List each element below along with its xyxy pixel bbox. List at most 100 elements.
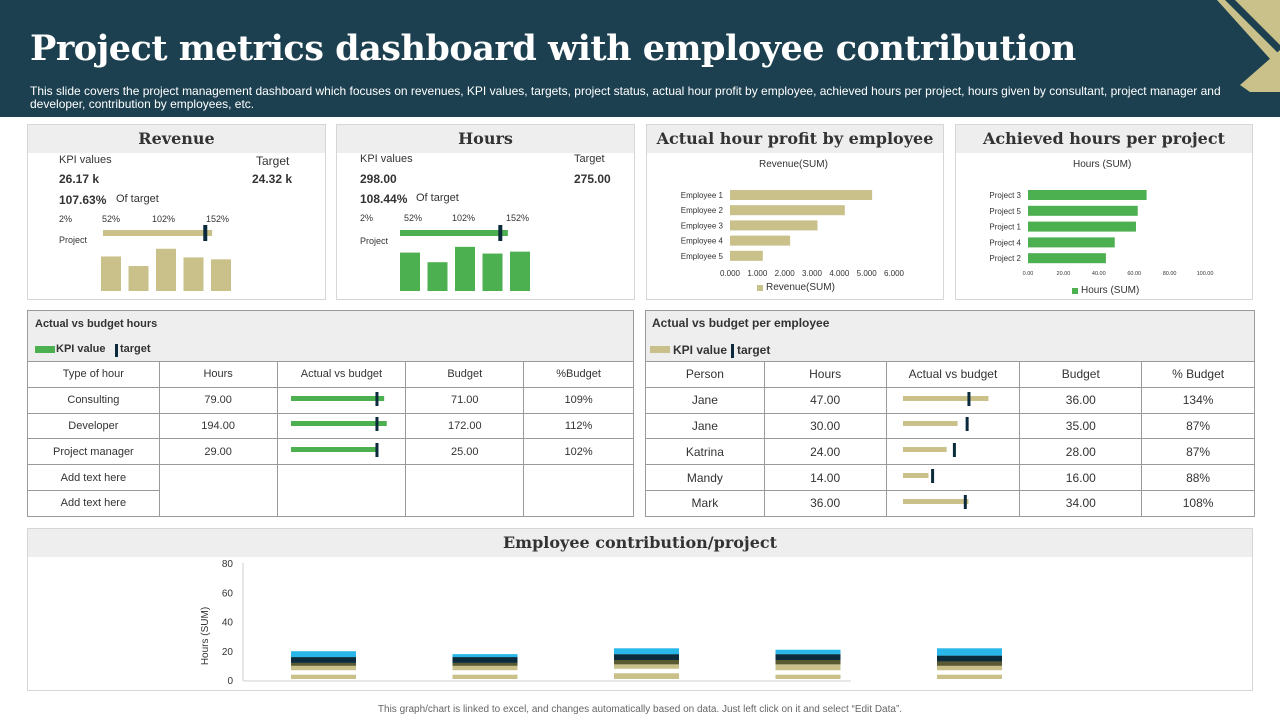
col-pct-budget: % Budget <box>1141 361 1255 388</box>
stack-segment <box>614 654 679 660</box>
stack-segment <box>937 665 1002 671</box>
hours-panel: Hours KPI values Target 298.00 275.00 10… <box>336 124 635 300</box>
row-budget: 16.00 <box>1019 464 1143 491</box>
stack-segment <box>291 674 356 679</box>
y-tick-label: 40 <box>222 618 234 629</box>
stack-segment <box>937 648 1002 656</box>
y-tick-label: 20 <box>222 647 234 658</box>
row-type: Consulting <box>27 386 160 414</box>
row-person: Mark <box>645 489 765 517</box>
revenue-pct-value: 107.63% <box>59 193 107 207</box>
corner-decoration <box>1217 0 1280 92</box>
row-budget: 172.00 <box>405 412 525 440</box>
actual-bar <box>902 473 929 479</box>
stack-segment <box>775 649 841 655</box>
stack-segment <box>775 674 841 679</box>
profit-title: Actual hour profit by employee <box>647 125 943 153</box>
target-marker <box>965 417 969 432</box>
target-marker <box>931 469 935 484</box>
row-type: Project manager <box>27 438 160 466</box>
placeholder-text[interactable]: Add text here <box>27 464 160 491</box>
stack-segment <box>452 670 518 675</box>
achieved-subtitle: Hours (SUM) <box>1073 159 1132 170</box>
achieved-title: Achieved hours per project <box>956 125 1252 153</box>
revenue-pct-label: Of target <box>116 193 159 205</box>
profit-panel: Actual hour profit by employee Revenue(S… <box>646 124 944 300</box>
revenue-row-label: Project <box>59 235 88 245</box>
category-label: Project 5 <box>989 207 1021 216</box>
row-bullet <box>276 412 407 440</box>
revenue-tick-2: 52% <box>102 214 121 224</box>
row-budget: 35.00 <box>1019 412 1143 440</box>
row-pct: 108% <box>1141 489 1255 517</box>
table-row: Mark 36.00 34.00 108% <box>645 489 1255 517</box>
placeholder-text[interactable]: Add text here <box>27 489 160 517</box>
bar <box>1028 205 1138 216</box>
tick-label: 40.00 <box>1092 271 1106 277</box>
budget-hours-target-swatch <box>115 344 118 357</box>
project-bar <box>101 256 121 291</box>
hours-mini-chart <box>400 225 530 291</box>
stack-segment <box>775 654 841 660</box>
project-bar <box>400 252 420 291</box>
tick-label: 1.000 <box>747 269 768 278</box>
revenue-kpi-label: KPI values <box>59 154 112 166</box>
hours-pct-label: Of target <box>416 192 459 204</box>
col-pct-budget: %Budget <box>523 361 634 388</box>
hours-kpi-label: KPI values <box>360 153 413 165</box>
budget-hours-title: Actual vs budget hours <box>35 318 158 330</box>
revenue-kpi-value: 26.17 k <box>59 172 100 186</box>
row-hours: 47.00 <box>763 386 887 414</box>
progress-target-marker <box>498 225 503 241</box>
category-label: Employee 5 <box>681 252 724 261</box>
target-marker <box>375 443 379 458</box>
page-description: This slide covers the project management… <box>30 84 1221 111</box>
project-bar <box>427 262 448 291</box>
stack-segment <box>291 651 356 658</box>
bullet-bar <box>291 443 379 458</box>
actual-bar <box>291 447 379 453</box>
tick-label: 0.000 <box>720 269 741 278</box>
contribution-stacked-chart: 0 20 40 60 80 Hours (SUM) <box>200 559 1002 687</box>
budget-employee-target-swatch <box>731 344 734 358</box>
revenue-target-label: Target <box>256 154 290 168</box>
row-hours: 30.00 <box>763 412 887 440</box>
hours-tick-2: 52% <box>404 213 423 223</box>
row-pct: 109% <box>523 386 634 414</box>
stack-segment <box>452 674 518 679</box>
y-tick-label: 60 <box>222 588 234 599</box>
bar <box>730 220 818 231</box>
table-row: Mandy 14.00 16.00 88% <box>645 464 1255 491</box>
budget-employee-kpi-label: KPI value <box>673 343 728 357</box>
budget-hours-kpi-swatch <box>35 346 55 353</box>
row-person: Jane <box>645 412 765 440</box>
contribution-panel: Employee contribution/project 0 20 40 60 80 H… <box>27 528 1253 691</box>
actual-bar <box>902 447 947 453</box>
tick-label: 20.00 <box>1057 271 1071 277</box>
project-bar <box>128 266 149 291</box>
revenue-panel: Revenue KPI values Target 26.17 k 24.32 … <box>27 124 326 300</box>
col-person: Person <box>645 361 765 388</box>
bullet-bar <box>902 494 969 509</box>
project-bar <box>482 253 503 291</box>
profit-bar-chart: Employee 1 Employee 2 Employee 3 Employee 4… <box>681 190 905 278</box>
hours-tick-4: 152% <box>506 213 530 223</box>
stack-segment <box>291 657 356 663</box>
stack-segment <box>937 674 1002 679</box>
row-pct: 87% <box>1141 412 1255 440</box>
stack-segment <box>291 670 356 675</box>
target-marker <box>375 391 379 406</box>
bar <box>1028 221 1136 232</box>
row-bullet <box>885 412 1021 440</box>
bullet-bar <box>902 391 989 406</box>
row-hours: 36.00 <box>763 489 887 517</box>
project-bar <box>183 257 204 291</box>
y-tick-label: 80 <box>222 559 234 570</box>
stack-segment <box>452 654 518 658</box>
profit-legend-swatch <box>757 285 763 291</box>
progress-bar <box>103 230 213 236</box>
stack-segment <box>291 665 356 671</box>
tick-label: 80.00 <box>1163 271 1177 277</box>
profit-subtitle: Revenue(SUM) <box>759 159 828 170</box>
bar <box>1028 190 1147 200</box>
